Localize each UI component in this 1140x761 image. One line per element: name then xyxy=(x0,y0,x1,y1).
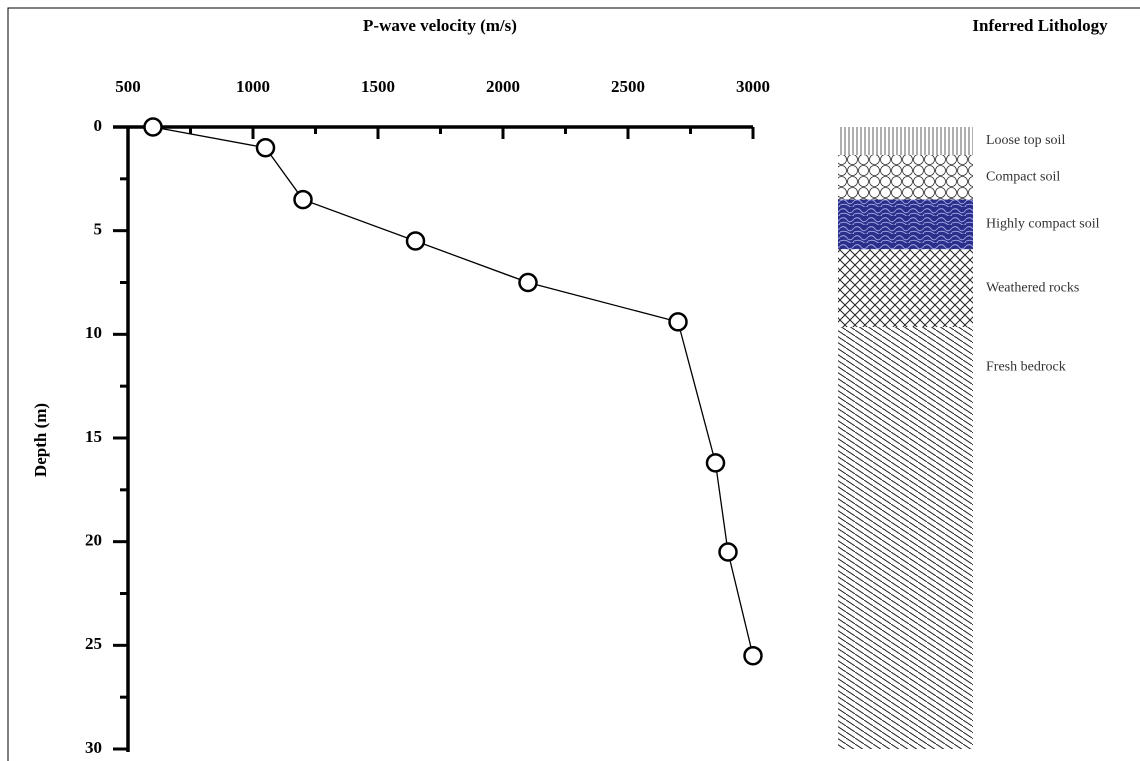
data-point xyxy=(293,189,313,210)
y-tick-label: 5 xyxy=(94,220,103,239)
lithology-label: Highly compact soil xyxy=(986,217,1100,232)
y-tick-label: 25 xyxy=(85,634,102,653)
y-axis-title: Depth (m) xyxy=(31,403,50,477)
lithology-layer xyxy=(838,127,973,155)
y-tick-label: 15 xyxy=(85,427,102,446)
data-point xyxy=(743,645,763,666)
data-point xyxy=(518,272,538,293)
lithology-title: Inferred Lithology xyxy=(972,16,1108,35)
data-point xyxy=(668,312,688,332)
data-point xyxy=(705,453,726,473)
lithology-label: Loose top soil xyxy=(986,133,1065,148)
lithology-layer xyxy=(838,154,973,200)
x-tick-label: 2000 xyxy=(486,77,520,96)
lithology-layer xyxy=(838,327,973,749)
data-point xyxy=(255,137,276,158)
data-line xyxy=(152,126,754,656)
x-tick-label: 500 xyxy=(115,77,141,96)
x-tick-label: 3000 xyxy=(736,77,770,96)
y-tick-label: 20 xyxy=(85,531,102,550)
lithology-layer xyxy=(838,199,973,250)
data-point xyxy=(718,542,738,562)
lithology-label: Fresh bedrock xyxy=(986,359,1066,374)
y-tick-label: 10 xyxy=(85,323,102,342)
lithology-label: Compact soil xyxy=(986,169,1060,184)
data-point xyxy=(143,117,163,137)
lithology-label: Weathered rocks xyxy=(986,280,1079,295)
x-tick-label: 1000 xyxy=(236,77,270,96)
frame xyxy=(7,7,1140,761)
x-tick-label: 2500 xyxy=(611,77,645,96)
y-tick-label: 0 xyxy=(94,116,103,135)
y-tick-label: 30 xyxy=(85,738,102,757)
data-point xyxy=(405,231,426,251)
x-axis-title: P-wave velocity (m/s) xyxy=(363,16,517,35)
x-tick-label: 1500 xyxy=(361,77,395,96)
lithology-layer xyxy=(838,249,973,328)
